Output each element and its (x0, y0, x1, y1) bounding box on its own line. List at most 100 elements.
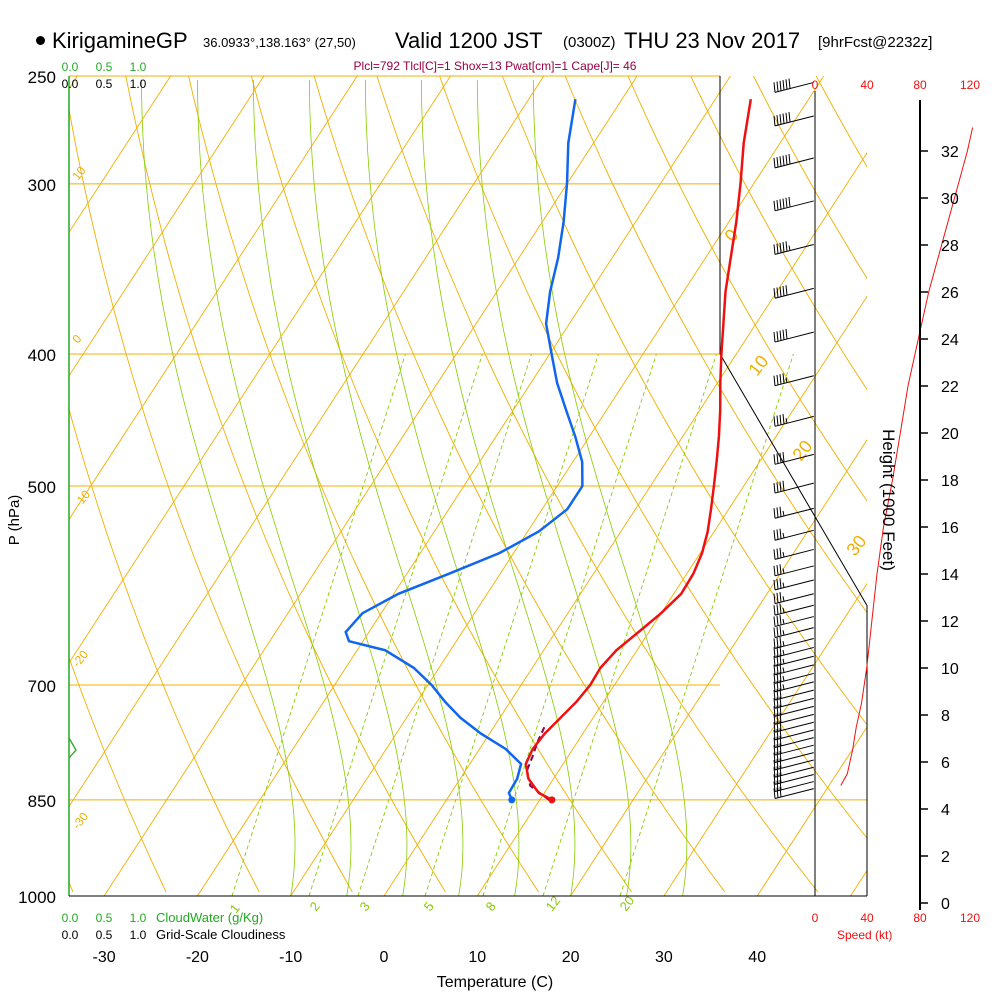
cloudwater-scale-label-top: 0.5 (96, 60, 113, 74)
height-tick-label: 22 (941, 379, 959, 396)
mixing-ratio-label: 2 (307, 899, 323, 914)
wind-barb (773, 578, 814, 591)
wind-barb-flag (782, 532, 785, 539)
wind-barb (773, 451, 814, 465)
wind-barb-flag (785, 241, 788, 252)
wind-barb-flag (776, 374, 779, 385)
wind-barb-flag (782, 451, 785, 463)
wind-barb-flag (779, 772, 782, 783)
wind-barb-flag (785, 418, 788, 424)
isotherm-line (570, 439, 867, 896)
wind-barb-flag (779, 199, 782, 210)
station-dot-icon (36, 36, 45, 45)
wind-barb-flag (782, 667, 785, 673)
wind-barb-flag (773, 616, 776, 627)
temperature-tick-label: -10 (279, 949, 302, 966)
wind-barb (773, 153, 814, 169)
surface-temperature-dot (548, 796, 556, 804)
dry-adiabat-line (752, 76, 867, 280)
height-axis-label: Height (1000 Feet) (879, 429, 898, 571)
wind-barb (773, 614, 814, 627)
wind-barb (773, 735, 814, 748)
plot-frame (68, 76, 868, 897)
height-tick-label: 14 (941, 567, 959, 584)
wind-barb-flag (773, 722, 776, 733)
wind-barb-flag (773, 288, 776, 299)
wind-barb-flag (773, 737, 776, 748)
wind-barb-flag (776, 729, 779, 740)
dry-adiabat-line (313, 76, 726, 893)
mixing-ratio-line (424, 353, 599, 896)
wind-barb (773, 547, 814, 560)
dry-adiabat-line (690, 76, 867, 391)
wind-barb-flag (782, 285, 785, 296)
wind-barb-flag (779, 779, 782, 790)
wind-barb (773, 480, 814, 494)
wind-barb-flag (773, 605, 776, 616)
wind-barb-flag (779, 743, 782, 754)
wind-barb-flag (785, 197, 788, 208)
wind-barb-flag (782, 373, 785, 384)
wind-barb-flag (773, 689, 776, 701)
temperature-tick-label: 30 (655, 949, 673, 966)
wind-barb-flag (779, 114, 782, 125)
wind-barb-flag (782, 684, 785, 690)
speed-tick-label-bottom: 0 (812, 911, 819, 925)
stability-indices: Plcl=792 Tlcl[C]=1 Shox=13 Pwat[cm]=1 Ca… (354, 59, 637, 73)
wind-barb-flag (782, 658, 785, 664)
speed-tick-label-top: 120 (960, 78, 980, 92)
height-tick-label: 6 (941, 755, 950, 772)
pressure-tick-label: 700 (28, 677, 56, 696)
wind-barb-flag (788, 153, 791, 165)
wind-barb-flag (785, 154, 788, 165)
wind-barb-flag (776, 721, 779, 732)
surface-dewpoint-dot (508, 796, 516, 804)
wind-barb-flag (779, 286, 782, 297)
pressure-tick-label: 500 (28, 478, 56, 497)
wind-speed-axis-label: Speed (kt) (837, 928, 892, 942)
wind-barb-flag (773, 673, 776, 684)
dry-adiabat-line (69, 107, 353, 893)
dry-adiabat-line (501, 76, 867, 726)
wind-barb-flag (773, 627, 776, 638)
wind-barb-flag (785, 328, 788, 340)
wind-barb-flag (782, 113, 785, 124)
wind-barb-flag (782, 582, 785, 588)
wind-barb-flag (776, 565, 779, 576)
cloudiness-scale-label-top: 0.5 (96, 77, 113, 91)
dry-adiabat-line (125, 76, 446, 893)
isotherm-line (69, 76, 171, 234)
wind-barb-flag (785, 79, 788, 90)
isotherm-label: 0 (720, 225, 742, 245)
wind-barb-flag (782, 480, 785, 491)
dry-adiabat-line (250, 76, 633, 893)
station-coordinates: 36.0933°,138.163° (27,50) (203, 35, 356, 50)
speed-tick-label-bottom: 80 (913, 911, 927, 925)
wind-barb-flag (773, 729, 776, 740)
wind-barb-flag (773, 781, 776, 792)
cloudiness-scale-label-bottom: 0.5 (96, 928, 113, 942)
dry-adiabat-line (439, 76, 867, 839)
temperature-tick-label: -30 (93, 949, 116, 966)
wind-barb (773, 373, 814, 387)
wind-barb-flag (776, 626, 779, 637)
isotherm-label: 0 (69, 332, 84, 346)
wind-barb-flag (773, 82, 776, 93)
cloudwater-trace (68, 737, 77, 759)
wind-barb (773, 285, 814, 299)
wind-barb-flag (776, 115, 779, 126)
wind-barb-flag (773, 681, 776, 692)
wind-barb-flag (782, 79, 785, 91)
wind-barb-flag (773, 244, 776, 255)
height-tick-label: 10 (941, 661, 959, 678)
wind-barb-flag (779, 242, 782, 253)
dry-adiabat-line (376, 76, 819, 893)
dewpoint-profile-line (344, 98, 584, 801)
wind-barb-flag (776, 529, 779, 540)
wind-barb-flag (773, 638, 776, 649)
wind-barb (773, 78, 814, 93)
wind-barb (773, 743, 814, 756)
dry-adiabat-line (627, 76, 867, 502)
